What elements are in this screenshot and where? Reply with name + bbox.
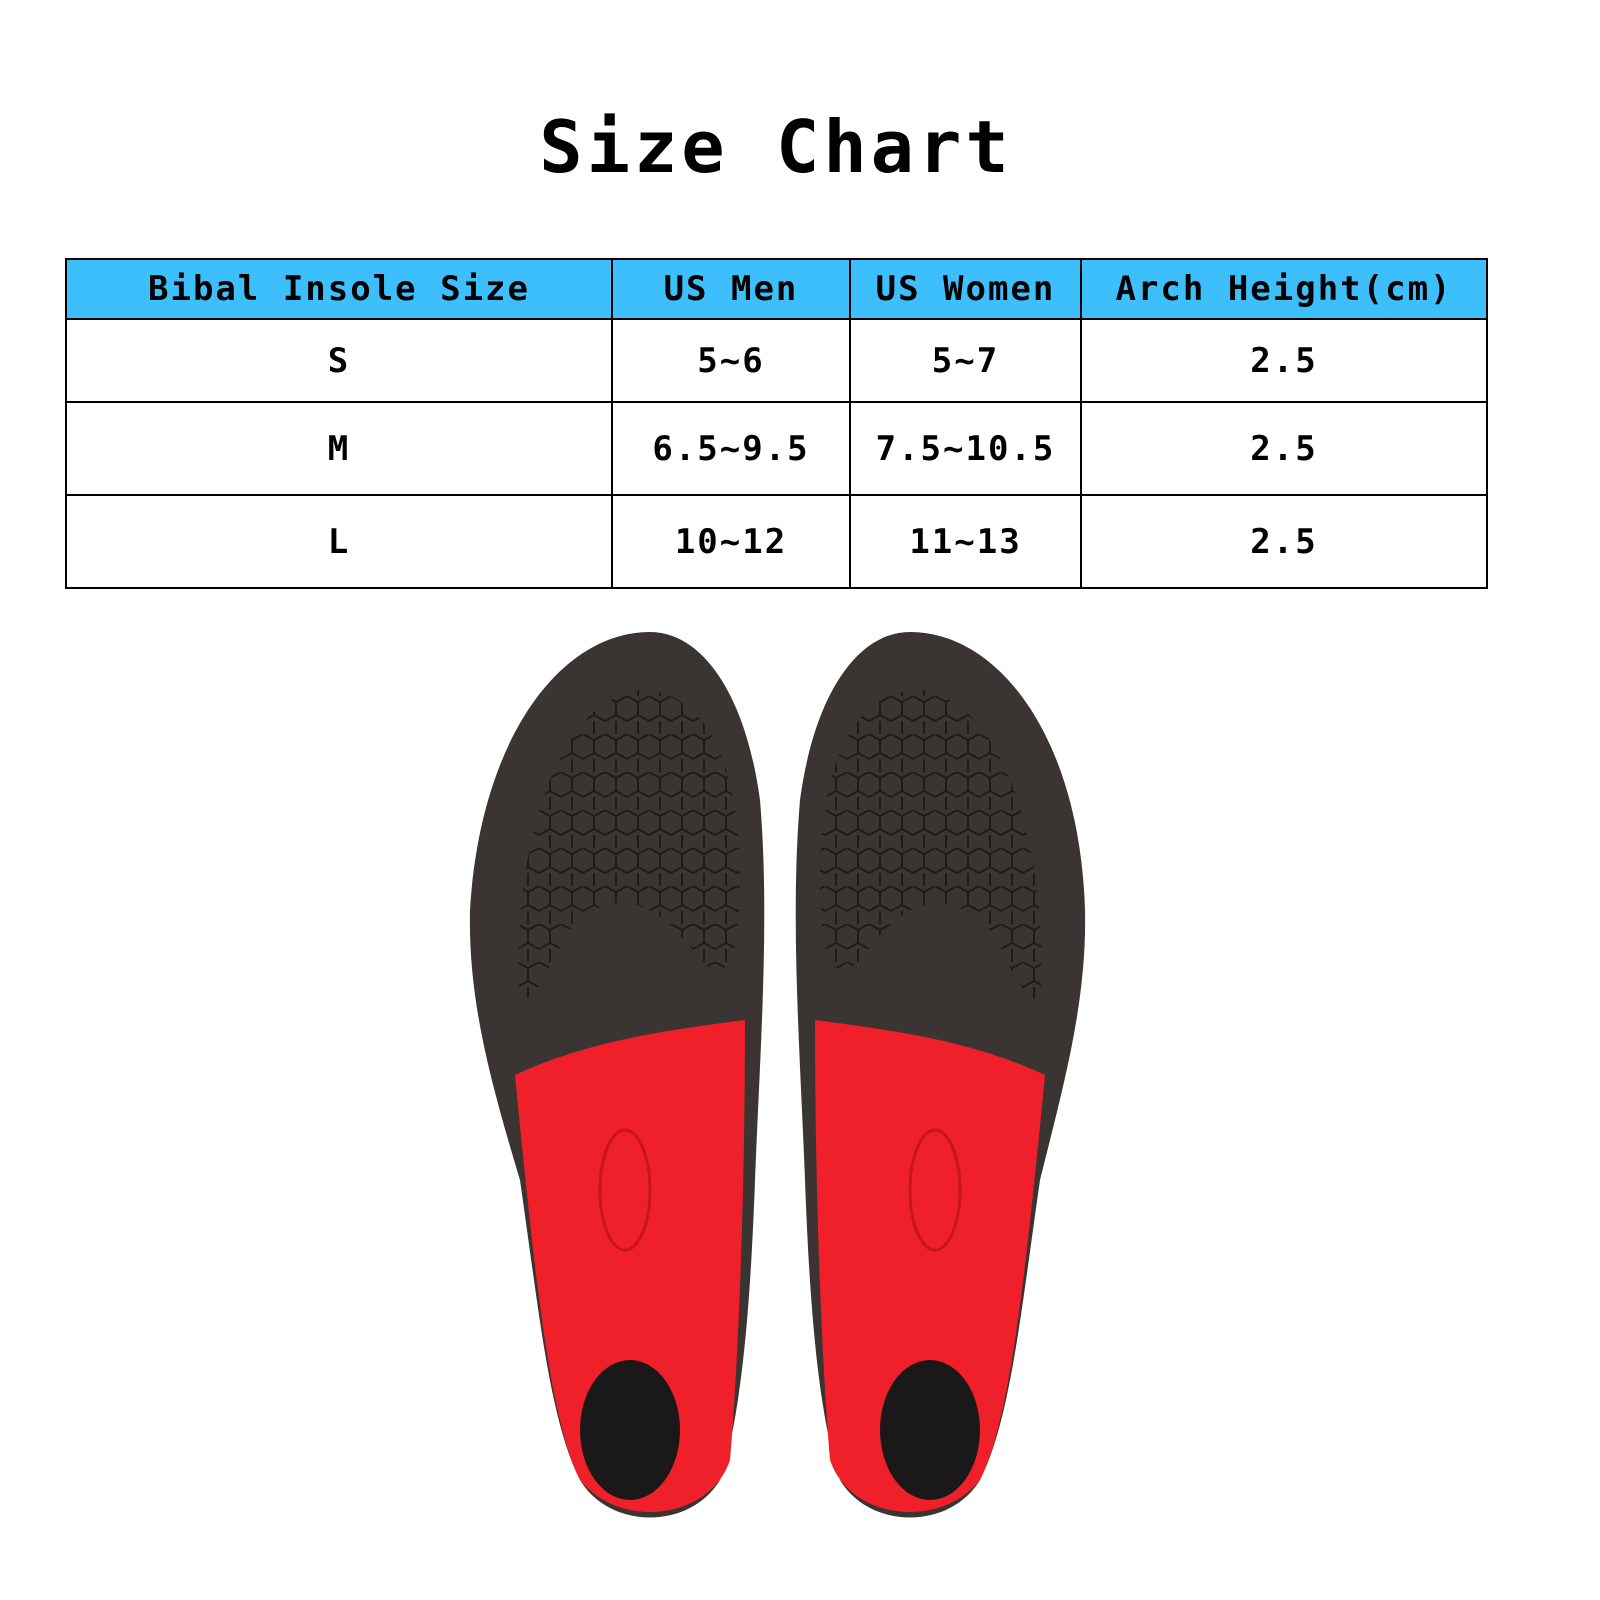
cell-us-women: 11~13 <box>849 494 1082 589</box>
left-insole <box>469 632 765 1518</box>
cell-us-women: 7.5~10.5 <box>849 401 1082 496</box>
cell-us-men: 6.5~9.5 <box>611 401 851 496</box>
table-header-row: Bibal Insole Size US Men US Women Arch H… <box>65 258 1488 320</box>
table-row: M 6.5~9.5 7.5~10.5 2.5 <box>65 401 1488 496</box>
right-insole <box>795 632 1086 1518</box>
table-row: L 10~12 11~13 2.5 <box>65 494 1488 589</box>
cell-size: S <box>65 318 613 403</box>
cell-us-men: 5~6 <box>611 318 851 403</box>
cell-arch-height: 2.5 <box>1080 318 1488 403</box>
header-arch-height: Arch Height(cm) <box>1080 258 1488 320</box>
header-insole-size: Bibal Insole Size <box>65 258 613 320</box>
insoles-image <box>469 632 1086 1518</box>
cell-us-men: 10~12 <box>611 494 851 589</box>
table-row: S 5~6 5~7 2.5 <box>65 318 1488 403</box>
page-title: Size Chart <box>539 105 1013 189</box>
cell-arch-height: 2.5 <box>1080 494 1488 589</box>
cell-size: M <box>65 401 613 496</box>
cell-arch-height: 2.5 <box>1080 401 1488 496</box>
header-us-men: US Men <box>611 258 851 320</box>
cell-size: L <box>65 494 613 589</box>
size-table: Bibal Insole Size US Men US Women Arch H… <box>65 258 1488 589</box>
header-us-women: US Women <box>849 258 1082 320</box>
cell-us-women: 5~7 <box>849 318 1082 403</box>
